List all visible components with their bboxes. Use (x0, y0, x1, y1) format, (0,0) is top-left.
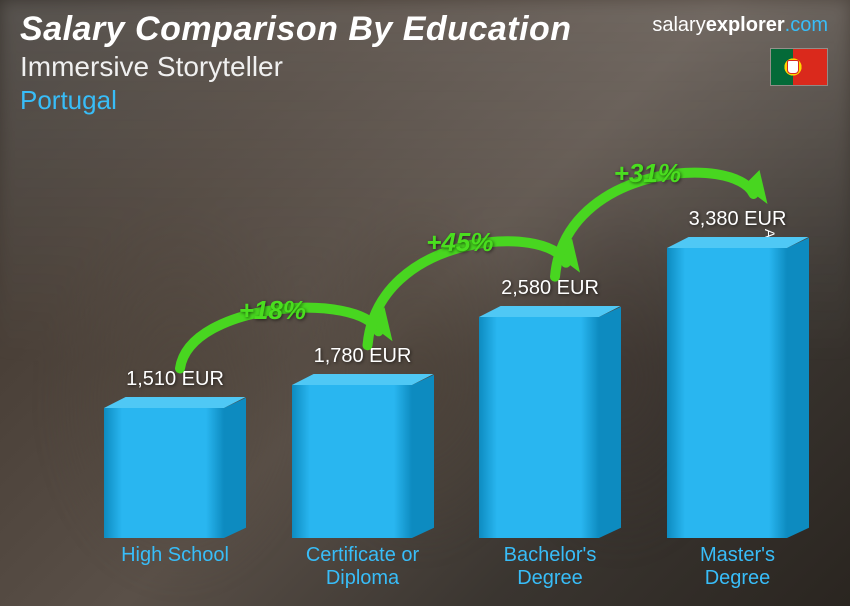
bar-value-label: 3,380 EUR (689, 208, 787, 231)
bar-chart: 1,510 EUR High School 1,780 EUR Certificate… (40, 140, 790, 588)
bar-top (292, 374, 434, 385)
bar-value-label: 2,580 EUR (501, 277, 599, 300)
flag-icon (770, 48, 828, 86)
bar-front (104, 408, 224, 538)
bar-category-label: Bachelor'sDegree (504, 544, 597, 590)
bar-3d (292, 374, 434, 538)
bar-top (479, 306, 621, 317)
increase-pct-label: +31% (614, 158, 681, 189)
bar-top (104, 397, 246, 408)
bars-container: 1,510 EURHigh School1,780 EURCertificate… (40, 140, 790, 538)
bar-top (667, 237, 809, 248)
brand-part2: explorer (706, 14, 785, 36)
bar-3d (479, 306, 621, 538)
increase-pct-label: +18% (239, 295, 306, 326)
bar-side (412, 375, 434, 538)
bar-front (479, 317, 599, 538)
bar-3d (667, 237, 809, 538)
bar-front (667, 248, 787, 538)
brand-part1: salary (652, 14, 705, 36)
bar-side (599, 306, 621, 538)
bar-front (292, 385, 412, 538)
bar-3d (104, 397, 246, 538)
brand-part3: .com (785, 14, 828, 36)
brand-watermark: salaryexplorer.com (652, 14, 828, 37)
increase-pct-label: +45% (426, 227, 493, 258)
bar-side (224, 398, 246, 538)
bar-category-label: Master'sDegree (700, 544, 775, 590)
bar-side (787, 238, 809, 538)
flag-emblem (783, 57, 803, 77)
job-title: Immersive Storyteller (20, 51, 830, 83)
bar-category-label: Certificate orDiploma (306, 544, 419, 590)
bar-category-label: High School (121, 544, 229, 567)
bar-value-label: 1,780 EUR (314, 345, 412, 368)
country-label: Portugal (20, 85, 830, 116)
bar-value-label: 1,510 EUR (126, 368, 224, 391)
